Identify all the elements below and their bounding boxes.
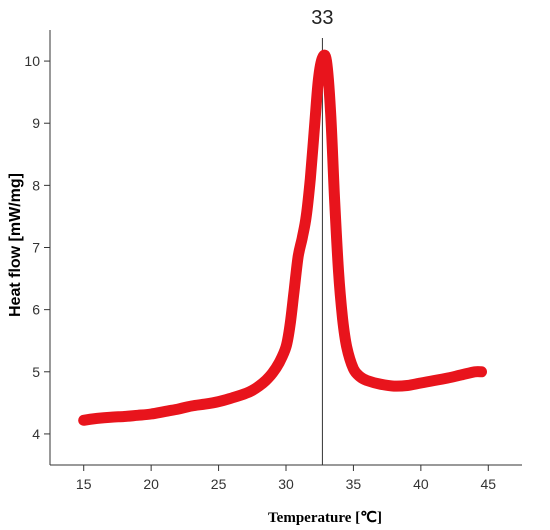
x-axis-label: Temperature [℃] <box>268 510 382 526</box>
y-tick-label: 9 <box>32 115 40 131</box>
y-tick-label: 7 <box>32 240 40 256</box>
series-layer <box>78 49 487 426</box>
x-tick-label: 35 <box>346 476 362 492</box>
x-tick-label: 15 <box>76 476 92 492</box>
series-line <box>78 49 487 426</box>
y-axis-label: Heat flow [mW/mg] <box>7 173 24 317</box>
x-tick-label: 40 <box>413 476 429 492</box>
y-tick-label: 10 <box>24 53 40 69</box>
annotations: 33 <box>311 7 334 465</box>
x-tick-label: 25 <box>211 476 227 492</box>
y-ticks: 4 5 6 7 8 9 10 <box>24 53 50 442</box>
x-tick-label: 20 <box>143 476 159 492</box>
y-tick-label: 5 <box>32 364 40 380</box>
y-tick-label: 8 <box>32 177 40 193</box>
y-tick-label: 4 <box>32 426 40 442</box>
x-ticks: 15 20 25 30 35 40 45 <box>76 465 496 492</box>
peak-label: 33 <box>311 7 333 29</box>
y-tick-label: 6 <box>32 302 40 318</box>
x-tick-label: 45 <box>480 476 496 492</box>
x-tick-label: 30 <box>278 476 294 492</box>
